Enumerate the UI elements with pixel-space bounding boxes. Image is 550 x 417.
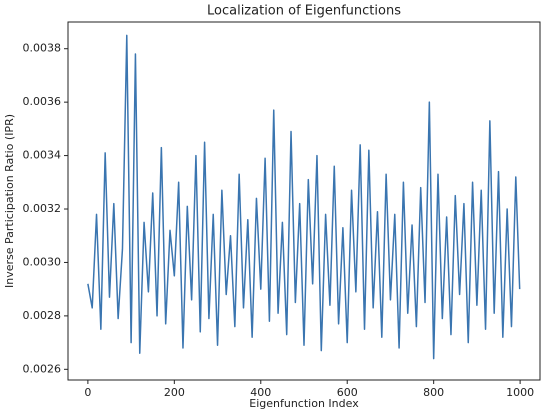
chart-title: Localization of Eigenfunctions — [207, 4, 401, 19]
y-tick-label: 0.0028 — [23, 309, 62, 322]
y-axis-label: Inverse Participation Ratio (IPR) — [3, 114, 16, 288]
data-line — [87, 34, 521, 360]
y-tick-label: 0.0030 — [23, 255, 62, 268]
y-tick-label: 0.0026 — [23, 362, 62, 375]
y-tick-label: 0.0036 — [23, 95, 62, 108]
y-tick-label: 0.0034 — [23, 149, 62, 162]
x-tick-label: 600 — [337, 386, 358, 399]
x-axis-label: Eigenfunction Index — [249, 397, 359, 410]
plot-frame — [67, 21, 541, 381]
x-tick-label: 400 — [250, 386, 271, 399]
x-tick-label: 200 — [164, 386, 185, 399]
y-tick-label: 0.0038 — [23, 42, 62, 55]
x-tick-label: 800 — [423, 386, 444, 399]
y-tick-label: 0.0032 — [23, 202, 62, 215]
x-tick-label: 0 — [84, 386, 91, 399]
x-tick-label: 1000 — [506, 386, 534, 399]
